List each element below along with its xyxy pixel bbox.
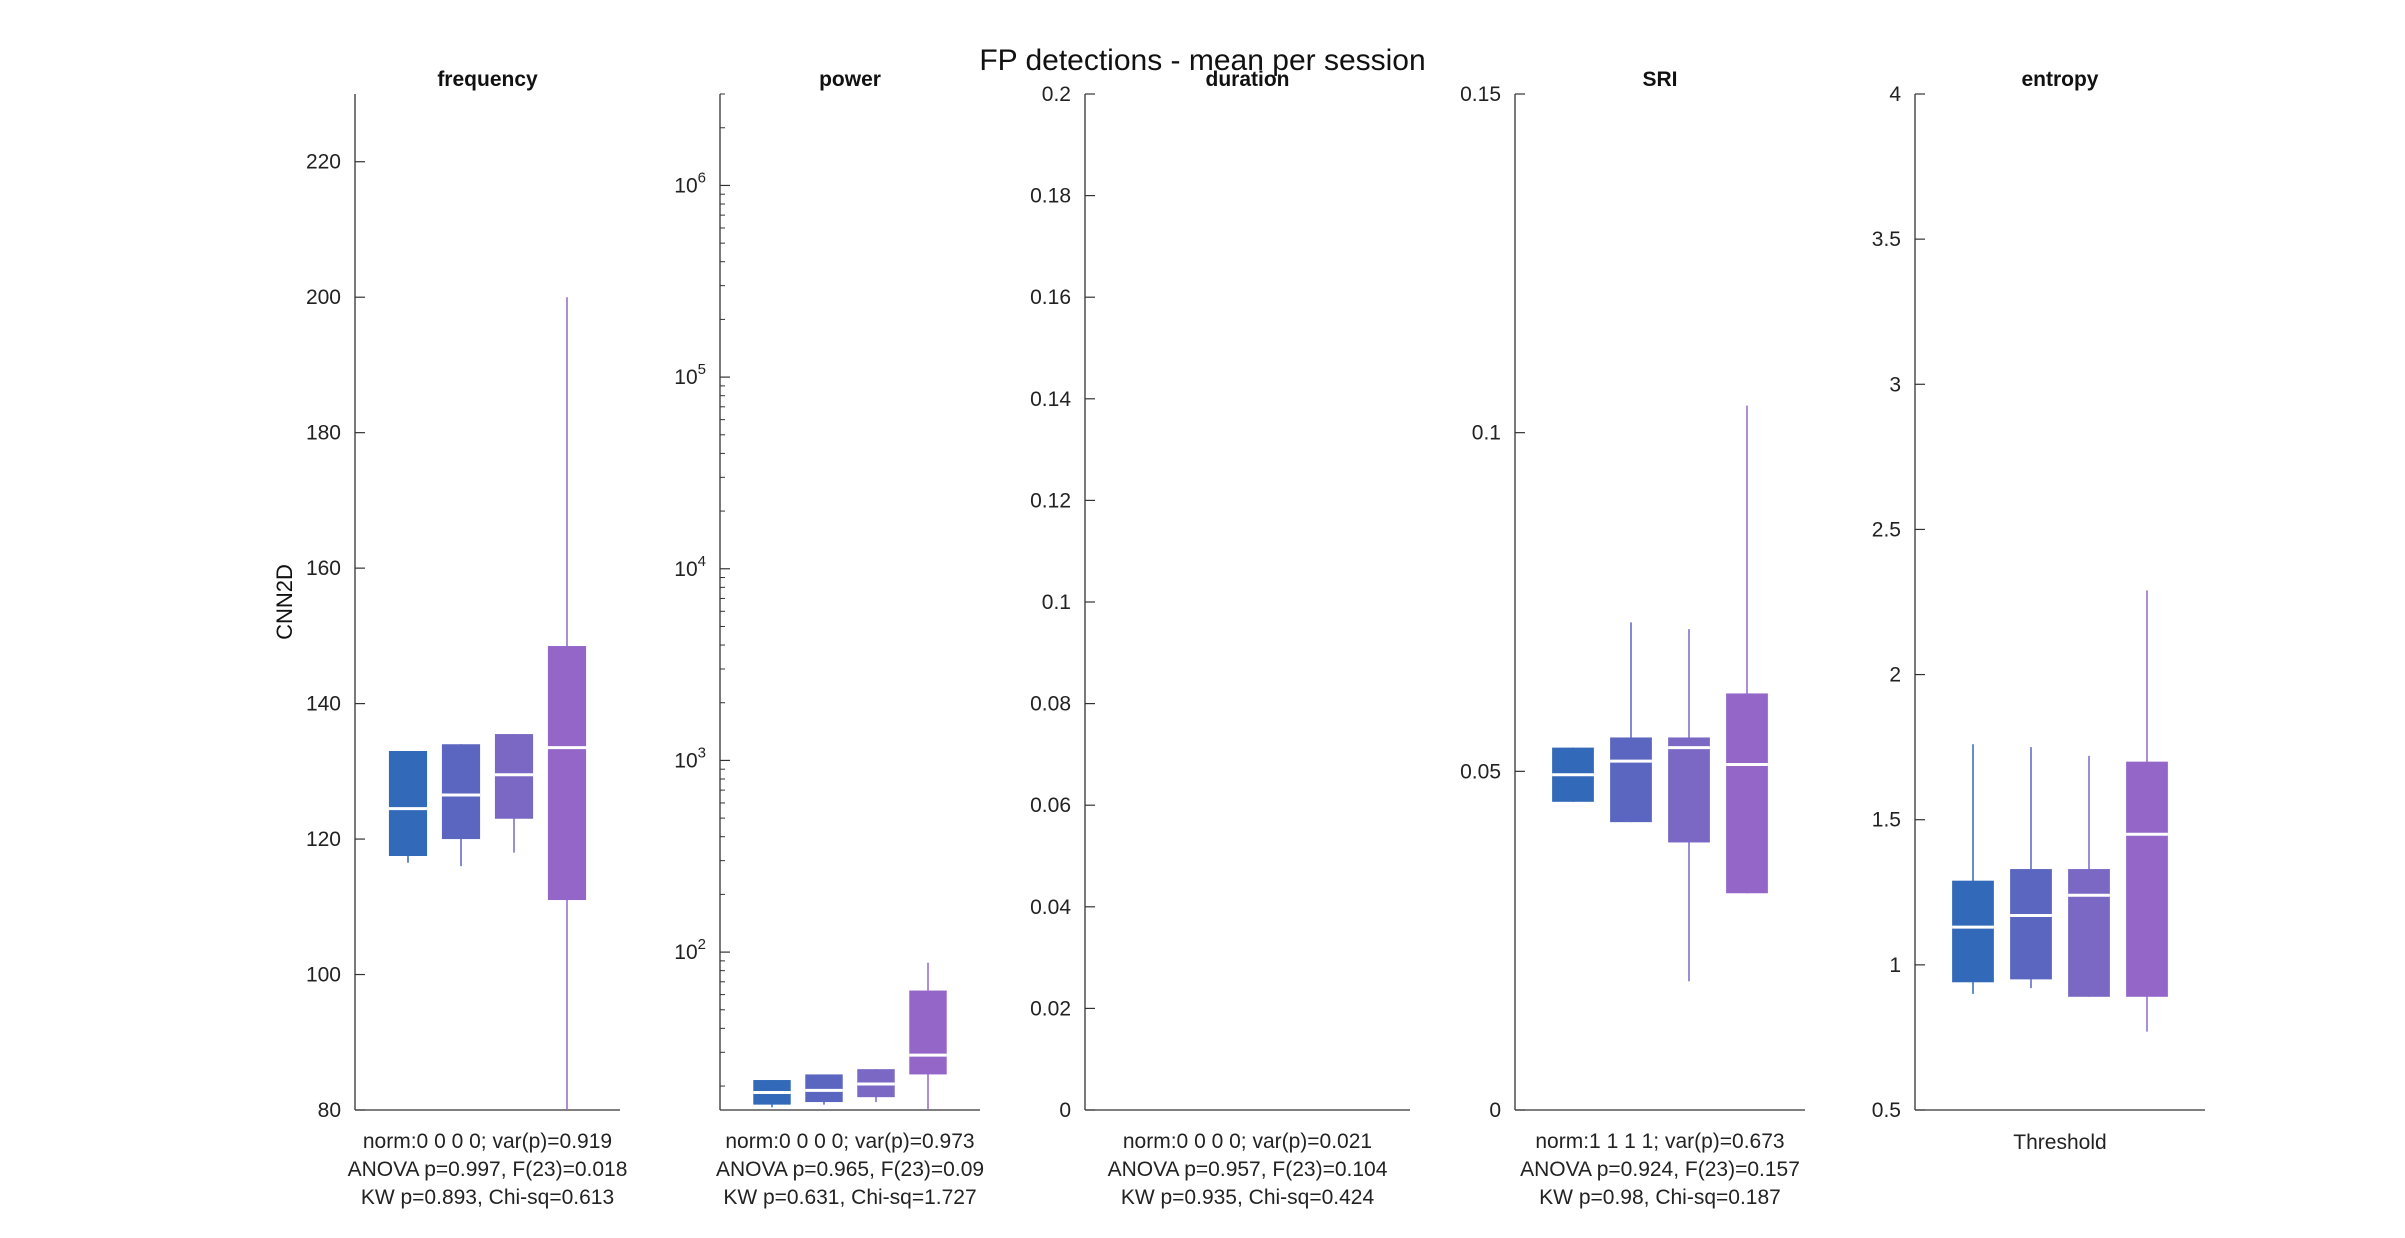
box-iqr <box>1668 737 1710 843</box>
stats-line: KW p=0.935, Chi-sq=0.424 <box>1120 1186 1375 1209</box>
y-tick-label: 0.14 <box>1030 388 1071 411</box>
panel-title: duration <box>1206 68 1290 91</box>
y-tick-label: 0.5 <box>1872 1099 1901 1122</box>
y-tick-label: 0 <box>1489 1099 1501 1122</box>
box-iqr <box>494 734 534 819</box>
box-iqr <box>441 744 481 840</box>
stats-line: KW p=0.631, Chi-sq=1.727 <box>723 1186 977 1209</box>
panel-title: entropy <box>2021 68 2098 91</box>
y-tick-label: 103 <box>674 744 706 772</box>
box-iqr <box>909 990 947 1075</box>
stats-line: ANOVA p=0.997, F(23)=0.018 <box>347 1158 628 1181</box>
y-tick-label: 120 <box>306 828 341 851</box>
y-tick-label: 100 <box>306 964 341 987</box>
y-tick-label: 0.08 <box>1030 693 1071 716</box>
y-tick-label: 0.15 <box>1460 83 1501 106</box>
y-tick-label: 0.02 <box>1030 997 1071 1020</box>
panel-title: frequency <box>437 68 538 91</box>
stats-line: KW p=0.893, Chi-sq=0.613 <box>360 1186 615 1209</box>
stats-block: norm:0 0 0 0; var(p)=0.973 ANOVA p=0.965,… <box>650 1128 1050 1212</box>
y-tick-label: 0.16 <box>1030 286 1071 309</box>
box-iqr <box>1726 693 1768 894</box>
y-tick-label: 0.06 <box>1030 794 1071 817</box>
x-axis-label: Threshold <box>2013 1131 2106 1154</box>
y-tick-label: 0.12 <box>1030 489 1071 512</box>
y-tick-label: 0.18 <box>1030 185 1071 208</box>
y-tick-label: 4 <box>1889 83 1901 106</box>
y-tick-label: 220 <box>306 151 341 174</box>
y-tick-label: 2.5 <box>1872 518 1901 541</box>
y-tick-label: 3.5 <box>1872 228 1901 251</box>
y-tick-label: 104 <box>674 553 706 581</box>
y-tick-label: 3 <box>1889 373 1901 396</box>
figure-title: FP detections - mean per session <box>979 44 1426 77</box>
box-iqr <box>805 1074 843 1103</box>
stats-line: ANOVA p=0.924, F(23)=0.157 <box>1520 1158 1800 1181</box>
y-tick-label: 1 <box>1889 954 1901 977</box>
box-iqr <box>1952 880 1994 983</box>
stats-line: ANOVA p=0.957, F(23)=0.104 <box>1107 1158 1388 1181</box>
y-tick-label: 160 <box>306 557 341 580</box>
stats-line: ANOVA p=0.965, F(23)=0.09 <box>715 1158 985 1181</box>
y-tick-label: 0.04 <box>1030 896 1071 919</box>
y-tick-label: 140 <box>306 693 341 716</box>
y-tick-label: 0.1 <box>1472 422 1501 445</box>
y-tick-label: 102 <box>674 936 706 964</box>
y-tick-label: 0.2 <box>1042 83 1071 106</box>
stats-block: norm:0 0 0 0; var(p)=0.021 ANOVA p=0.957,… <box>1048 1128 1448 1212</box>
y-tick-label: 2 <box>1889 664 1901 687</box>
box-iqr <box>2068 869 2110 997</box>
y-tick-label: 200 <box>306 286 341 309</box>
y-tick-label: 180 <box>306 422 341 445</box>
box-iqr <box>547 646 587 901</box>
y-tick-label: 1.5 <box>1872 809 1901 832</box>
y-axis-label: CNN2D <box>272 564 297 640</box>
y-tick-label: 105 <box>674 361 706 389</box>
box-iqr <box>2010 869 2052 980</box>
stats-line: norm:0 0 0 0; var(p)=0.919 <box>362 1130 613 1153</box>
box-iqr <box>1610 737 1652 823</box>
y-tick-label: 0.1 <box>1042 591 1071 614</box>
stats-block: norm:1 1 1 1; var(p)=0.673 ANOVA p=0.924,… <box>1460 1128 1860 1212</box>
stats-line: norm:1 1 1 1; var(p)=0.673 <box>1535 1130 1785 1153</box>
stats-line: norm:0 0 0 0; var(p)=0.973 <box>725 1130 975 1153</box>
y-tick-label: 0.05 <box>1460 760 1501 783</box>
y-tick-label: 80 <box>318 1099 341 1122</box>
panel-title: power <box>819 68 881 91</box>
y-tick-label: 106 <box>674 169 706 197</box>
stats-block: norm:0 0 0 0; var(p)=0.919 ANOVA p=0.997,… <box>288 1128 688 1212</box>
y-tick-label: 0 <box>1059 1099 1071 1122</box>
panel-title: SRI <box>1642 68 1677 91</box>
box-iqr <box>2126 761 2168 997</box>
stats-line: norm:0 0 0 0; var(p)=0.021 <box>1122 1130 1373 1153</box>
stats-line: KW p=0.98, Chi-sq=0.187 <box>1539 1186 1781 1209</box>
box-iqr <box>388 751 428 856</box>
